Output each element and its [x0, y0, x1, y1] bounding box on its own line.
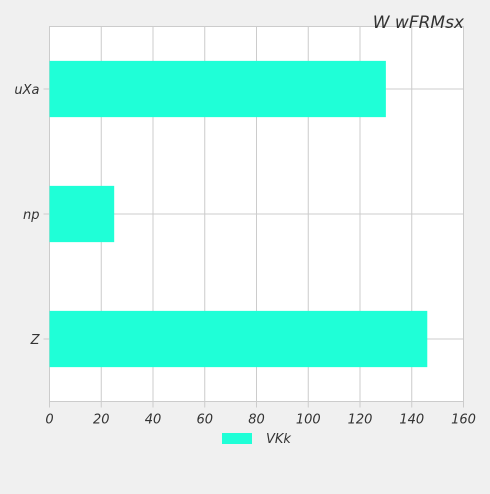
bar-uXa	[49, 60, 386, 118]
bars	[49, 60, 428, 368]
x-tick-label: 20	[93, 413, 110, 428]
bar-Z	[49, 310, 428, 368]
x-axis-labels: 0 20 40 60 80 100 120 140 160	[45, 413, 476, 428]
x-tick-label: 100	[296, 413, 321, 428]
y-axis-labels: uXa np Z	[14, 83, 40, 348]
x-tick-label: 40	[145, 413, 162, 428]
y-tick-label: np	[23, 208, 40, 223]
x-tick-label: 160	[451, 413, 476, 428]
x-tick-label: 0	[45, 413, 53, 428]
chart-title: W wFRMsx	[373, 13, 465, 33]
legend: VKk	[222, 432, 291, 447]
x-tick-label: 60	[196, 413, 213, 428]
y-tick-label: uXa	[14, 83, 39, 98]
legend-swatch	[222, 433, 252, 444]
x-tick-label: 120	[348, 413, 373, 428]
y-tick-label: Z	[30, 333, 41, 348]
x-tick-label: 140	[399, 413, 424, 428]
legend-label: VKk	[266, 432, 291, 447]
bar-np	[49, 185, 115, 243]
x-tick-label: 80	[248, 413, 265, 428]
